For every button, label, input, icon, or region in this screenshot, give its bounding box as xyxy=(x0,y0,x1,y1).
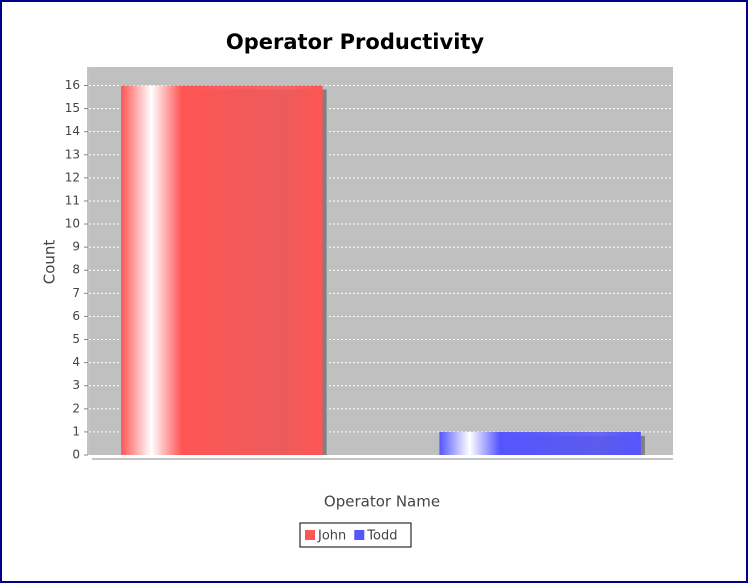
y-tick-label: 3 xyxy=(72,378,80,392)
y-tick-label: 5 xyxy=(72,332,80,346)
y-axis-label: Count xyxy=(41,240,59,285)
legend-label: John xyxy=(317,529,346,544)
bar xyxy=(439,431,641,455)
legend-swatch xyxy=(354,530,365,540)
y-tick-label: 6 xyxy=(72,309,80,323)
y-tick-label: 14 xyxy=(65,124,80,138)
y-tick-label: 4 xyxy=(72,355,80,369)
bar xyxy=(121,85,323,455)
legend-swatch xyxy=(305,530,315,540)
x-axis-label: Operator Name xyxy=(324,493,440,511)
legend-label: Todd xyxy=(366,529,397,544)
y-tick-label: 11 xyxy=(65,193,80,207)
y-tick-label: 9 xyxy=(72,240,80,254)
y-tick-label: 10 xyxy=(65,217,80,231)
y-tick-label: 13 xyxy=(65,147,80,161)
chart-title: Operator Productivity xyxy=(226,30,485,54)
y-tick-label: 12 xyxy=(65,170,80,184)
y-tick-label: 15 xyxy=(65,101,80,115)
y-tick-label: 16 xyxy=(65,78,80,92)
y-tick-label: 0 xyxy=(72,448,80,462)
y-tick-label: 1 xyxy=(72,424,80,438)
y-tick-label: 7 xyxy=(72,286,80,300)
y-tick-label: 2 xyxy=(72,401,80,415)
y-tick-label: 8 xyxy=(72,263,80,277)
